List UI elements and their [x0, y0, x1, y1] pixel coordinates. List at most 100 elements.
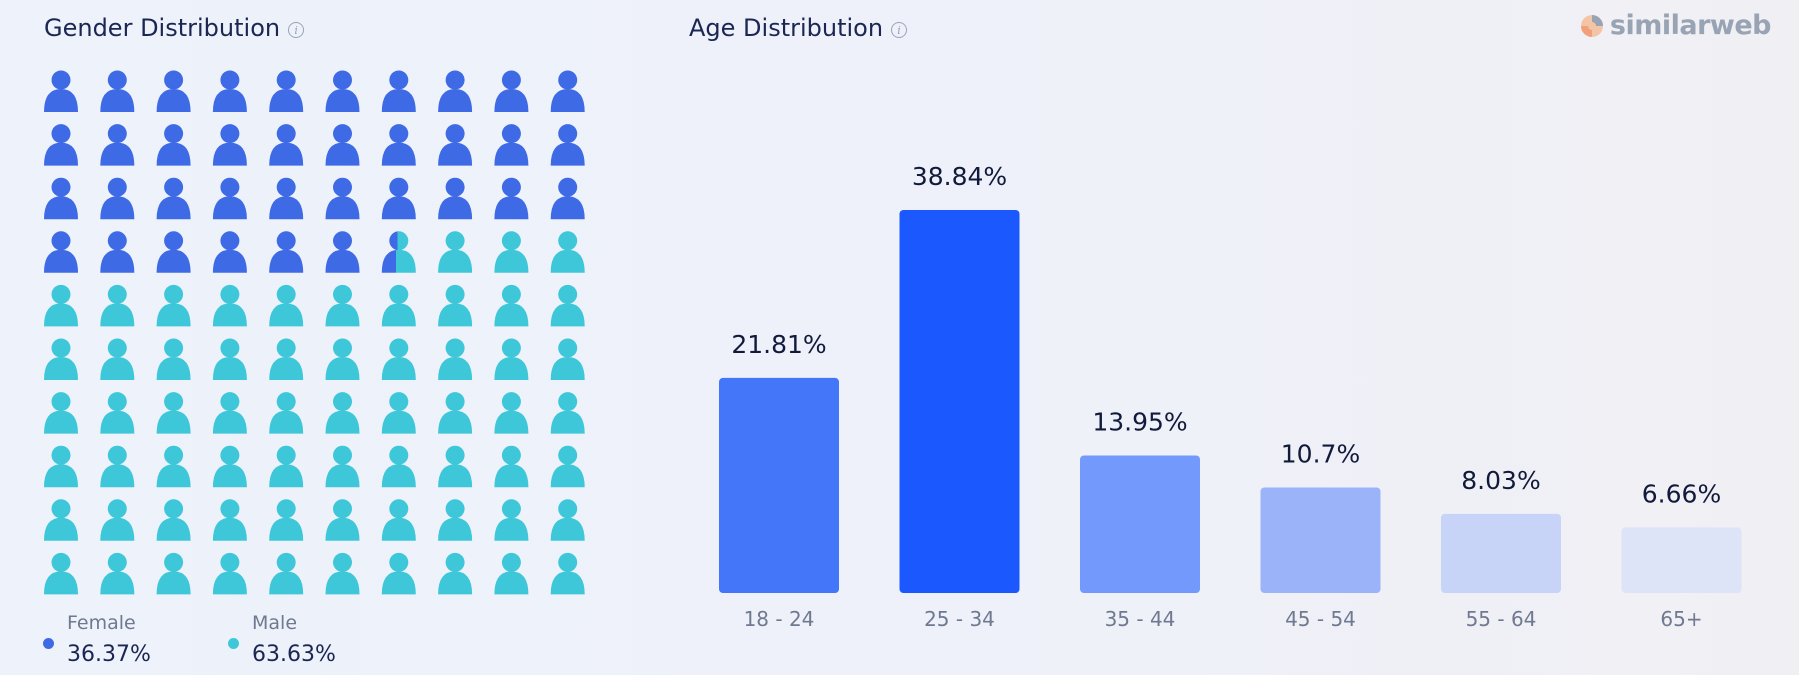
age-bar[interactable]: [719, 377, 839, 593]
person-icon: [269, 284, 304, 327]
male-color-dot: [228, 638, 239, 649]
person-icon: [44, 392, 78, 434]
person-icon: [438, 338, 473, 380]
person-icon: [100, 70, 135, 112]
person-icon: [381, 231, 416, 273]
person-icon: [269, 177, 304, 220]
person-icon: [269, 124, 304, 166]
person-icon: [100, 552, 135, 595]
age-bar[interactable]: [899, 210, 1020, 593]
person-icon: [269, 445, 304, 488]
person-icon: [438, 284, 473, 327]
person-icon: [325, 445, 360, 488]
person-icon: [438, 392, 473, 434]
bar-value-label: 38.84%: [912, 162, 1007, 191]
person-icon: [156, 499, 191, 541]
person-icon: [269, 338, 304, 380]
female-color-dot: [43, 638, 54, 649]
person-icon: [212, 124, 247, 166]
person-icon: [550, 177, 585, 220]
person-icon: [550, 445, 585, 488]
person-icon: [550, 284, 585, 327]
person-icon: [44, 177, 78, 220]
similarweb-logo-icon: [1580, 14, 1603, 37]
gender-distribution-title: Gender Distribution i: [44, 14, 305, 42]
bar-value-label: 13.95%: [1092, 407, 1187, 436]
person-icon: [44, 284, 78, 327]
person-icon: [381, 392, 416, 434]
person-icon: [44, 231, 78, 273]
person-icon: [550, 338, 585, 380]
age-title-text: Age Distribution: [689, 14, 884, 42]
person-icon: [100, 231, 135, 273]
person-icon: [381, 284, 416, 327]
info-icon[interactable]: i: [891, 22, 908, 38]
person-icon: [494, 284, 529, 327]
person-icon: [438, 177, 473, 220]
x-tick-label: 35 - 44: [1105, 607, 1176, 631]
person-icon: [325, 124, 360, 166]
person-icon: [212, 552, 247, 595]
person-icon: [156, 70, 191, 112]
person-icon: [550, 70, 585, 112]
person-icon: [550, 552, 585, 595]
age-distribution-title: Age Distribution i: [689, 14, 908, 42]
person-icon: [438, 231, 473, 273]
person-icon: [494, 177, 529, 220]
person-icon: [381, 338, 416, 380]
person-icon: [325, 499, 360, 541]
info-icon[interactable]: i: [288, 22, 305, 38]
person-icon: [212, 445, 247, 488]
bar-value-label: 6.66%: [1642, 479, 1721, 508]
person-icon: [212, 284, 247, 327]
person-icon: [156, 392, 191, 434]
person-icon: [494, 499, 529, 541]
person-icon: [325, 70, 360, 112]
person-icon: [325, 392, 360, 434]
person-icon: [100, 445, 135, 488]
person-icon: [44, 499, 78, 541]
age-bar[interactable]: [1080, 455, 1200, 593]
person-icon: [44, 338, 78, 380]
male-value: 63.63%: [252, 642, 336, 667]
person-icon: [156, 284, 191, 327]
person-icon: [44, 552, 78, 595]
person-icon: [100, 392, 135, 434]
person-icon: [438, 70, 473, 112]
person-icon: [381, 177, 416, 220]
age-bar[interactable]: [1441, 513, 1561, 593]
age-bar[interactable]: [1260, 487, 1381, 593]
person-icon: [156, 177, 191, 220]
person-icon: [325, 177, 360, 220]
person-icon: [100, 338, 135, 380]
gender-title-text: Gender Distribution: [44, 14, 281, 42]
person-icon: [494, 445, 529, 488]
x-tick-label: 25 - 34: [924, 607, 995, 631]
person-icon: [212, 177, 247, 220]
person-icon: [212, 499, 247, 541]
bar-value-label: 8.03%: [1461, 466, 1540, 495]
person-icon: [494, 231, 529, 273]
person-icon: [156, 124, 191, 166]
person-icon: [212, 70, 247, 112]
person-icon: [269, 552, 304, 595]
person-icon: [156, 338, 191, 380]
age-bar-chart: 21.81% 18 - 24 38.84% 25 - 34 13.95% 35 - 44 1…: [719, 162, 1742, 631]
person-icon: [44, 124, 78, 166]
person-icon: [212, 392, 247, 434]
male-label: Male: [252, 612, 298, 634]
female-label: Female: [67, 612, 136, 634]
person-icon: [550, 124, 585, 166]
person-icon: [325, 284, 360, 327]
person-icon: [100, 284, 135, 327]
person-icon: [325, 231, 360, 273]
person-icon: [212, 231, 247, 273]
person-icon: [325, 338, 360, 380]
person-icon: [381, 124, 416, 166]
person-icon: [100, 499, 135, 541]
person-icon: [156, 552, 191, 595]
age-bar[interactable]: [1621, 527, 1742, 593]
person-icon: [381, 499, 416, 541]
person-icon: [44, 445, 78, 488]
x-tick-label: 65+: [1660, 607, 1702, 631]
